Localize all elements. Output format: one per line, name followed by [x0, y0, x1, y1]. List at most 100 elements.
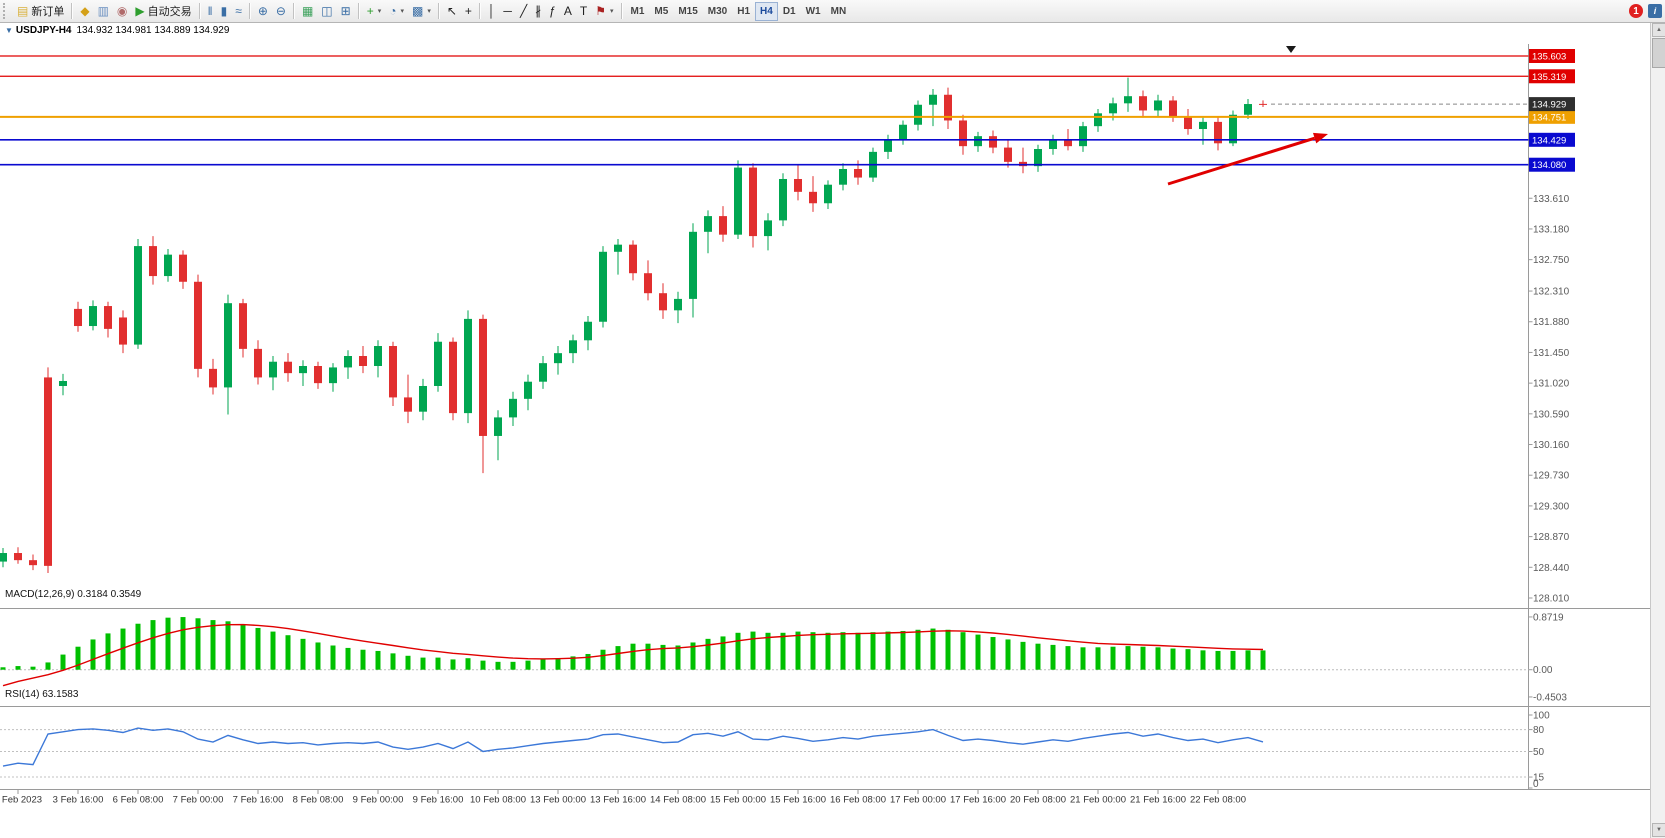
- tf-h4[interactable]: H4: [755, 1, 778, 21]
- horizontal-line-button[interactable]: ─: [499, 2, 516, 21]
- new-chart-button[interactable]: + ▾: [363, 2, 386, 21]
- channel-button[interactable]: ∦: [531, 2, 545, 21]
- new-chart-button-caret-icon: ▾: [377, 8, 382, 15]
- toolbar-separator: [248, 3, 251, 19]
- svg-text:21 Feb 00:00: 21 Feb 00:00: [1070, 795, 1126, 806]
- svg-text:21 Feb 16:00: 21 Feb 16:00: [1130, 795, 1186, 806]
- period-button[interactable]: ◔ ▾: [385, 2, 408, 21]
- bar-chart-button[interactable]: ‖: [204, 2, 217, 21]
- text-button[interactable]: A: [560, 2, 576, 21]
- notification-badge[interactable]: 1: [1629, 4, 1643, 18]
- svg-text:133.610: 133.610: [1533, 194, 1570, 205]
- label-button[interactable]: T: [576, 2, 591, 21]
- chart-shift-button[interactable]: ⊞: [337, 2, 355, 21]
- zoom-in-button[interactable]: ⊕: [254, 2, 272, 21]
- tf-h1-label: H1: [737, 5, 751, 17]
- tf-m1-label: M1: [630, 5, 645, 17]
- auto-scroll-button[interactable]: ◫: [317, 2, 336, 21]
- svg-text:134.080: 134.080: [1532, 160, 1566, 171]
- svg-text:10 Feb 08:00: 10 Feb 08:00: [470, 795, 526, 806]
- tf-m1[interactable]: M1: [626, 2, 650, 21]
- fibonacci-button[interactable]: ƒ: [545, 2, 560, 21]
- history-icon-button[interactable]: ◉: [113, 2, 131, 21]
- tf-d1[interactable]: D1: [778, 2, 801, 21]
- tf-m30[interactable]: M30: [703, 2, 732, 21]
- symbol-dropdown-icon[interactable]: ▼: [5, 26, 13, 35]
- toolbar-separator: [71, 3, 74, 19]
- panel-borders: [0, 44, 1650, 790]
- svg-text:15: 15: [1533, 773, 1545, 784]
- tile-windows-button-icon: ▦: [301, 4, 314, 18]
- charts-grid-button-icon: ▥: [97, 4, 109, 18]
- label-button-icon: T: [579, 4, 588, 18]
- svg-text:15 Feb 16:00: 15 Feb 16:00: [770, 795, 826, 806]
- zoom-out-button[interactable]: ⊖: [272, 2, 290, 21]
- template-button-icon: ▩: [411, 4, 424, 18]
- svg-text:129.300: 129.300: [1533, 501, 1570, 512]
- toolbar-separator: [478, 3, 481, 19]
- tf-m5[interactable]: M5: [649, 2, 673, 21]
- tf-m15-label: M15: [678, 5, 698, 17]
- svg-text:15 Feb 00:00: 15 Feb 00:00: [710, 795, 766, 806]
- svg-text:131.880: 131.880: [1533, 317, 1570, 328]
- line-chart-button-icon: ≈: [235, 4, 242, 18]
- trendline-button-icon: ╱: [519, 4, 528, 18]
- toolbar-separator: [198, 3, 201, 19]
- svg-text:13 Feb 00:00: 13 Feb 00:00: [530, 795, 586, 806]
- new-order-button[interactable]: ▤ 新订单: [13, 2, 68, 21]
- price-badge: [1529, 69, 1575, 84]
- candlestick-chart-button[interactable]: ▮: [217, 2, 232, 21]
- svg-text:132.750: 132.750: [1533, 255, 1570, 266]
- trendline-button[interactable]: ╱: [516, 2, 531, 21]
- toolbar-right-cluster: 1 i: [1629, 0, 1662, 22]
- svg-text:17 Feb 16:00: 17 Feb 16:00: [950, 795, 1006, 806]
- template-button-caret-icon: ▾: [427, 8, 431, 15]
- scrollbar-thumb[interactable]: [1652, 38, 1665, 68]
- line-chart-button[interactable]: ≈: [231, 2, 246, 21]
- svg-text:130.590: 130.590: [1533, 409, 1570, 420]
- vertical-scrollbar[interactable]: ▲ ▼: [1650, 22, 1665, 838]
- tf-m30-label: M30: [707, 5, 728, 17]
- template-button[interactable]: ▩ ▾: [408, 2, 435, 21]
- charts-grid-button[interactable]: ▥: [94, 2, 113, 21]
- chart-title-bar: ▼ USDJPY-H4 134.932 134.981 134.889 134.92…: [5, 25, 229, 36]
- vertical-line-button[interactable]: │: [484, 2, 500, 21]
- arrows-button-icon: ⚑: [595, 4, 606, 18]
- tf-mn[interactable]: MN: [826, 2, 852, 21]
- svg-text:0.00: 0.00: [1533, 665, 1553, 676]
- price-chart[interactable]: 133.610 133.180 132.750 132.310 131.880 131.4…: [0, 22, 1665, 838]
- svg-text:128.440: 128.440: [1533, 563, 1570, 574]
- horizontal-line-button-icon: ─: [503, 4, 512, 18]
- auto-trading-button[interactable]: ▶ 自动交易: [131, 2, 195, 21]
- tile-windows-button[interactable]: ▦: [298, 2, 317, 21]
- scroll-up-arrow[interactable]: ▲: [1652, 23, 1665, 37]
- toolbar-separator: [292, 3, 295, 19]
- tf-w1[interactable]: W1: [801, 2, 826, 21]
- arrows-button[interactable]: ⚑ ▾: [591, 2, 617, 21]
- cursor-button[interactable]: ↖: [443, 2, 461, 21]
- community-icon[interactable]: i: [1648, 4, 1662, 18]
- crosshair-button[interactable]: +: [461, 2, 476, 21]
- tf-h1[interactable]: H1: [732, 2, 755, 21]
- toolbar-separator: [357, 3, 360, 19]
- level-lines: [0, 55, 1529, 166]
- tf-m15[interactable]: M15: [673, 2, 702, 21]
- fibonacci-button-icon: ƒ: [549, 4, 556, 18]
- history-icon-button-icon: ◉: [116, 4, 128, 18]
- auto-trading-button-label: 自动交易: [147, 6, 192, 18]
- period-button-caret-icon: ▾: [400, 8, 404, 15]
- scroll-down-arrow[interactable]: ▼: [1652, 823, 1665, 837]
- macd-panel: 0.8719 0.00 -0.4503: [0, 612, 1567, 703]
- tf-w1-label: W1: [805, 5, 821, 17]
- trend-arrow-annotation[interactable]: [1167, 132, 1328, 186]
- profile-icon-button[interactable]: ◆: [76, 2, 93, 21]
- chart-shift-marker[interactable]: [1286, 46, 1296, 53]
- svg-text:135.319: 135.319: [1532, 72, 1566, 83]
- crosshair-button-icon: +: [464, 4, 472, 18]
- macd-signal-line: [2, 623, 1264, 687]
- cursor-button-icon: ↖: [446, 4, 457, 18]
- main-toolbar: ▤ 新订单 ◆ ▥ ◉ ▶ 自动交易 ‖ ▮ ≈ ⊕ ⊖ ▦ ◫ ⊞ + ▾ ◔ ▾ ▩ ▾ ↖ + │ ─ ╱ ∦ ƒ A T ⚑ ▾ M1 M…: [0, 0, 1665, 23]
- period-button-icon: ◔: [389, 4, 397, 18]
- auto-scroll-button-icon: ◫: [321, 4, 333, 18]
